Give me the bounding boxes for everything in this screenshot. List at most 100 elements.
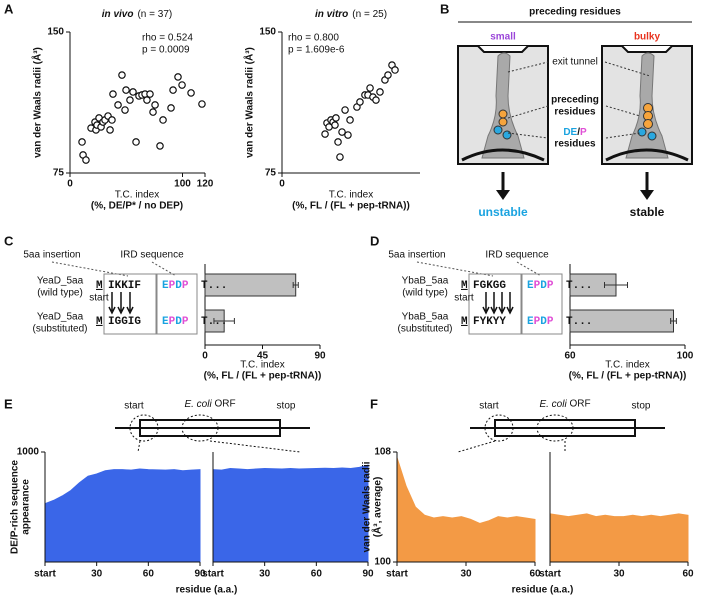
area — [44, 468, 201, 563]
ird-seq: EPDP — [162, 280, 189, 292]
label-small: small — [490, 32, 516, 43]
x-tick-label: 100 — [677, 351, 694, 362]
arrow — [108, 292, 116, 315]
point — [356, 98, 364, 106]
x-label: T.C. index — [329, 190, 373, 201]
construct-name: YeaD_5aa — [37, 312, 84, 323]
x-tick-label: 0 — [202, 351, 208, 362]
x-tick-label: 30 — [259, 569, 271, 580]
outcome: unstable — [478, 205, 528, 219]
insert-seq: FGKGG — [473, 280, 506, 292]
orf-box — [494, 419, 636, 437]
point — [146, 90, 154, 98]
error-bar — [292, 282, 299, 288]
arrow — [506, 292, 514, 315]
zoom-region — [536, 414, 574, 442]
error-bar — [604, 282, 628, 288]
label-bulky: bulky — [634, 32, 661, 43]
point — [372, 96, 380, 104]
chart-title: in vitro (n = 25) — [315, 9, 387, 20]
y-label: appearance — [21, 479, 32, 535]
y-tick-label: 75 — [265, 168, 277, 179]
chart-title: in vivo (n = 37) — [102, 9, 172, 20]
label-preceding: preceding — [551, 95, 599, 106]
y-label: van der Waals radii (Å³) — [243, 47, 256, 158]
x-tick-label: start — [539, 569, 561, 580]
start-residue: M — [461, 316, 468, 328]
arrow — [482, 292, 490, 315]
stat-annotation: rho = 0.524 — [142, 33, 193, 44]
x-tick-label: 60 — [529, 569, 541, 580]
insert-seq: FYKYY — [473, 316, 506, 328]
point — [78, 138, 86, 146]
point — [122, 86, 130, 94]
x-tick-label: start — [34, 569, 56, 580]
ird-seq: EPDP — [162, 316, 189, 328]
point — [187, 89, 195, 97]
point — [198, 100, 206, 108]
y-tick-label: 150 — [259, 27, 276, 38]
x-tick-label: 45 — [257, 351, 269, 362]
stat-annotation: rho = 0.800 — [288, 33, 339, 44]
label-dep: residues — [554, 139, 596, 150]
orf-box — [139, 419, 281, 437]
subtitle: (n = 37) — [137, 9, 172, 20]
ird-seq: EPDP — [527, 316, 554, 328]
point — [82, 156, 90, 164]
y-label: DE/P-rich sequence — [10, 460, 21, 554]
arrow — [490, 292, 498, 315]
label-tunnel: exit tunnel — [552, 57, 598, 68]
point — [366, 84, 374, 92]
point — [129, 88, 137, 96]
panel-label: C — [4, 233, 14, 248]
x-tick-label: 90 — [194, 569, 206, 580]
tail-seq: T... — [566, 316, 592, 328]
zoom-region — [484, 414, 514, 442]
zoom-leader — [457, 440, 566, 453]
point — [159, 116, 167, 124]
error-bar — [213, 318, 235, 324]
point — [341, 106, 349, 114]
construct-name: YbaB_5aa — [402, 276, 449, 287]
orf-stop: stop — [632, 401, 651, 412]
point — [149, 108, 157, 116]
tail-seq: T... — [201, 280, 227, 292]
construct-note: (wild type) — [37, 288, 83, 299]
y-tick-label: 75 — [53, 168, 65, 179]
x-label-note: (%, FL / (FL + pep-tRNA)) — [292, 201, 410, 212]
orf-stop: stop — [277, 401, 296, 412]
orf-start: start — [479, 401, 499, 412]
y-label: (Å³, average) — [371, 477, 384, 538]
point — [331, 121, 339, 129]
start-residue: M — [96, 280, 103, 292]
panel-label: F — [370, 396, 378, 411]
insert-seq: IKKIF — [108, 280, 141, 292]
x-label-note: (%, DE/P* / no DEP) — [91, 201, 183, 212]
insertion-label: 5aa insertion — [388, 250, 445, 261]
x-label: T.C. index — [240, 360, 284, 371]
x-tick-label: 30 — [460, 569, 472, 580]
tail-seq: T... — [201, 316, 227, 328]
point — [169, 86, 177, 94]
panel-label: D — [370, 233, 379, 248]
area — [212, 464, 369, 563]
y-tick-label: 150 — [47, 27, 64, 38]
insertion-label: 5aa insertion — [23, 250, 80, 261]
start-residue: M — [461, 280, 468, 292]
construct-note: (substituted) — [32, 324, 87, 335]
arrow — [117, 292, 125, 315]
point — [346, 116, 354, 124]
point — [108, 116, 116, 124]
x-tick-label: 60 — [564, 351, 576, 362]
zoom-region — [181, 414, 219, 442]
x-tick-label: 90 — [362, 569, 374, 580]
zoom-region — [129, 414, 159, 442]
construct-name: YeaD_5aa — [37, 276, 84, 287]
point — [174, 73, 182, 81]
point — [114, 101, 122, 109]
x-tick-label: 60 — [682, 569, 694, 580]
title: in vitro — [315, 9, 348, 20]
ird-label: IRD sequence — [485, 250, 549, 261]
x-tick-label: 100 — [174, 179, 191, 190]
